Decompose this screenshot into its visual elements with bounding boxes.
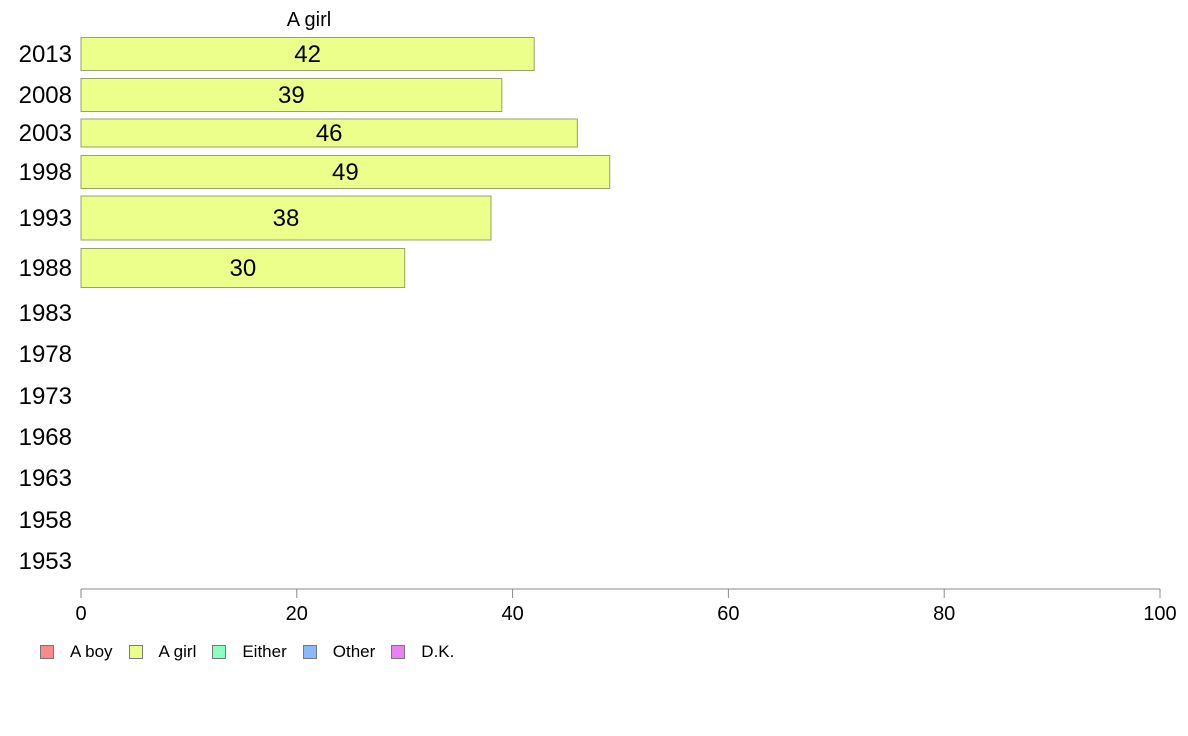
bar-2008 <box>80 78 503 112</box>
category-label-1978: 1978 <box>19 341 72 368</box>
category-label-1963: 1963 <box>19 465 72 492</box>
legend-item-either: Either <box>212 642 287 662</box>
bar-1998 <box>80 155 611 189</box>
data-label-2003: 46 <box>316 120 343 147</box>
legend-swatch <box>128 645 143 659</box>
data-label-1988: 30 <box>229 255 256 282</box>
bar-2013 <box>80 37 535 71</box>
category-label-2008: 2008 <box>19 82 72 109</box>
legend-swatch <box>212 645 227 659</box>
legend-swatch <box>391 645 406 659</box>
category-label-1988: 1988 <box>19 255 72 282</box>
legend-item-other: Other <box>302 642 376 662</box>
bar-2003 <box>80 118 578 148</box>
legend-label: Other <box>332 642 376 661</box>
category-label-1998: 1998 <box>19 159 72 186</box>
category-label-2003: 2003 <box>19 120 72 147</box>
legend-label: Either <box>242 642 287 661</box>
x-tick-label-60: 60 <box>717 603 739 625</box>
data-label-2008: 39 <box>278 82 305 109</box>
legend: A boy A girl Either Other D.K. <box>40 640 470 664</box>
x-tick-label-100: 100 <box>1143 603 1176 625</box>
x-tick-label-40: 40 <box>501 603 523 625</box>
category-labels: 2013 2008 2003 1998 1993 1988 1983 1978 1973 1968… <box>19 41 72 575</box>
legend-label: A boy <box>70 642 113 661</box>
data-label-2013: 42 <box>294 41 321 68</box>
category-label-1968: 1968 <box>19 424 72 451</box>
bar-1993 <box>80 195 492 241</box>
x-axis: 0 20 40 60 80 100 <box>75 588 1177 625</box>
category-label-1953: 1953 <box>19 548 72 575</box>
category-label-1993: 1993 <box>19 205 72 232</box>
category-label-1958: 1958 <box>19 507 72 534</box>
data-label-1998: 49 <box>332 159 359 186</box>
x-tick-label-80: 80 <box>933 603 955 625</box>
legend-label: D.K. <box>421 642 455 661</box>
category-label-1983: 1983 <box>19 300 72 327</box>
bars-group: 42 39 46 49 38 30 <box>80 37 611 288</box>
legend-swatch <box>302 645 317 659</box>
legend-item-a-girl: A girl <box>128 642 197 662</box>
x-tick-label-0: 0 <box>75 603 86 625</box>
legend-item-d-k: D.K. <box>391 642 454 662</box>
legend-label: A girl <box>158 642 197 661</box>
legend-item-a-boy: A boy <box>40 642 113 662</box>
bar-1988 <box>80 248 406 288</box>
x-tick-label-20: 20 <box>286 603 308 625</box>
data-label-1993: 38 <box>273 205 300 232</box>
category-label-2013: 2013 <box>19 41 72 68</box>
column-header: A girl <box>287 9 331 31</box>
category-label-1973: 1973 <box>19 383 72 410</box>
legend-swatch <box>40 645 54 659</box>
